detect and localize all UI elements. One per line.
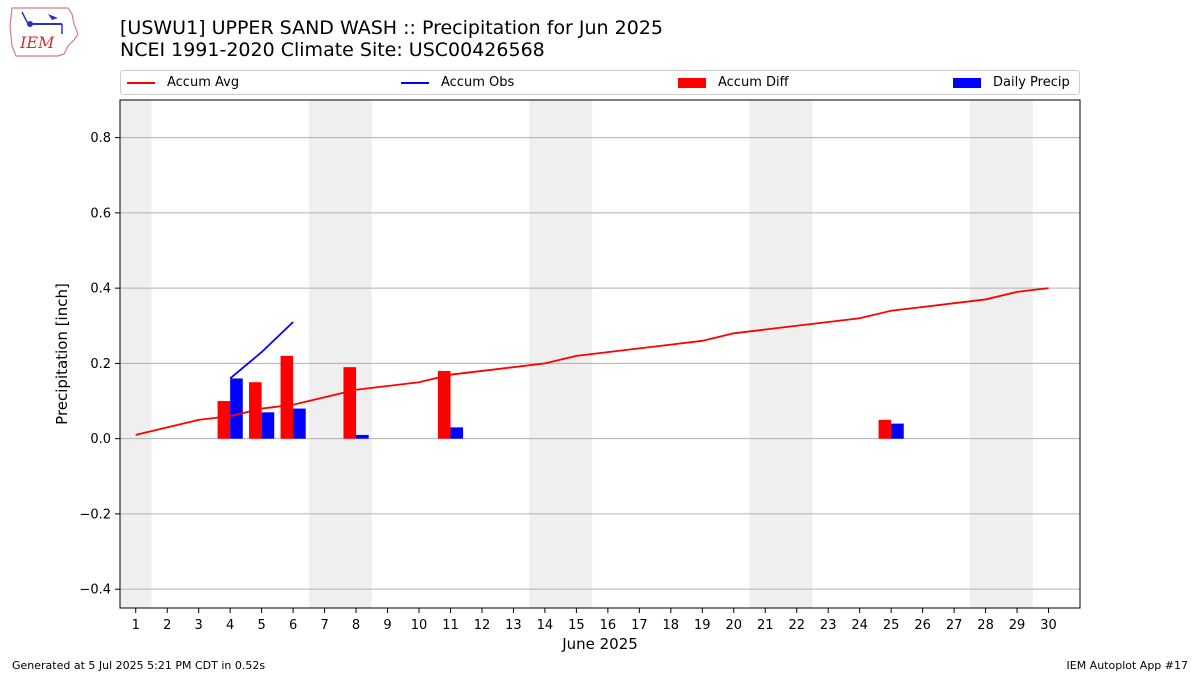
xtick-label-5: 5 xyxy=(257,618,265,633)
bar-accum-diff-day-4 xyxy=(217,401,231,439)
legend-item-accum-obs: Accum Obs xyxy=(401,71,514,94)
ytick-label-0: −0.4 xyxy=(79,583,111,598)
chart-title: [USWU1] UPPER SAND WASH :: Precipitation… xyxy=(120,17,663,39)
xtick-label-9: 9 xyxy=(383,618,391,633)
weekend-band-2 xyxy=(529,100,593,608)
logo-text: IEM xyxy=(19,33,55,52)
xtick-label-6: 6 xyxy=(289,618,297,633)
ytick-label-1: −0.2 xyxy=(79,507,111,522)
legend-label-accum-obs: Accum Obs xyxy=(441,75,515,90)
line-accum-avg xyxy=(135,287,1049,436)
footer-generated: Generated at 5 Jul 2025 5:21 PM CDT in 0… xyxy=(12,659,266,672)
xtick-label-11: 11 xyxy=(442,618,459,633)
bar-daily-precip-day-8 xyxy=(356,434,369,439)
xtick-label-18: 18 xyxy=(663,618,680,633)
bar-daily-precip-day-25 xyxy=(891,423,904,439)
bar-daily-precip-day-11 xyxy=(450,427,464,439)
weekend-band-3 xyxy=(749,100,813,608)
ytick-label-5: 0.6 xyxy=(90,206,111,221)
legend-swatch-accum-obs xyxy=(401,81,429,84)
xtick-label-15: 15 xyxy=(568,618,585,633)
x-axis-label: June 2025 xyxy=(561,635,638,653)
bar-daily-precip-day-6 xyxy=(293,408,306,439)
xtick-label-21: 21 xyxy=(757,618,774,633)
legend-swatch-daily-precip xyxy=(953,77,981,88)
ytick-label-4: 0.4 xyxy=(90,282,111,297)
y-axis-label: Precipitation [inch] xyxy=(53,283,71,425)
xtick-label-22: 22 xyxy=(788,618,805,633)
xtick-label-27: 27 xyxy=(946,618,963,633)
bar-accum-diff-day-25 xyxy=(878,419,892,439)
legend-label-accum-diff: Accum Diff xyxy=(718,75,789,90)
xtick-label-19: 19 xyxy=(694,618,711,633)
line-accum-obs xyxy=(229,321,294,380)
weekend-band-4 xyxy=(969,100,1033,608)
xtick-label-29: 29 xyxy=(1009,618,1026,633)
xtick-label-23: 23 xyxy=(820,618,837,633)
weekend-band-1 xyxy=(308,100,372,608)
xtick-label-28: 28 xyxy=(977,618,994,633)
chart-subtitle: NCEI 1991-2020 Climate Site: USC00426568 xyxy=(120,39,545,61)
legend: Accum Avg Accum Obs Accum Diff Daily Pre… xyxy=(120,70,1080,95)
xtick-label-26: 26 xyxy=(914,618,931,633)
xtick-label-25: 25 xyxy=(883,618,900,633)
legend-swatch-accum-diff xyxy=(678,77,706,88)
xtick-label-3: 3 xyxy=(195,618,203,633)
xtick-label-14: 14 xyxy=(537,618,554,633)
bar-accum-diff-day-6 xyxy=(280,355,294,439)
xtick-label-8: 8 xyxy=(352,618,360,633)
ytick-label-2: 0.0 xyxy=(90,432,111,447)
bar-accum-diff-day-11 xyxy=(437,370,451,439)
ytick-label-3: 0.2 xyxy=(90,357,111,372)
xtick-label-7: 7 xyxy=(320,618,328,633)
xtick-label-13: 13 xyxy=(505,618,522,633)
footer-app: IEM Autoplot App #17 xyxy=(1066,659,1189,672)
legend-item-accum-diff: Accum Diff xyxy=(678,71,789,94)
legend-item-daily-precip: Daily Precip xyxy=(953,71,1070,94)
weekend-band-0 xyxy=(120,100,152,608)
xtick-label-30: 30 xyxy=(1040,618,1057,633)
legend-swatch-accum-avg xyxy=(127,81,155,84)
ytick-label-6: 0.8 xyxy=(90,131,111,146)
iem-logo: IEM xyxy=(9,7,79,57)
xtick-label-20: 20 xyxy=(725,618,742,633)
plot-frame xyxy=(119,99,1081,609)
xtick-label-24: 24 xyxy=(851,618,868,633)
xtick-label-1: 1 xyxy=(132,618,140,633)
legend-label-accum-avg: Accum Avg xyxy=(167,75,240,90)
legend-item-accum-avg: Accum Avg xyxy=(127,71,239,94)
xtick-label-17: 17 xyxy=(631,618,648,633)
legend-label-daily-precip: Daily Precip xyxy=(993,75,1070,90)
xtick-label-10: 10 xyxy=(411,618,428,633)
xtick-label-16: 16 xyxy=(600,618,617,633)
xtick-label-2: 2 xyxy=(163,618,171,633)
bar-accum-diff-day-8 xyxy=(343,367,357,439)
xtick-label-12: 12 xyxy=(474,618,491,633)
bar-daily-precip-day-4 xyxy=(230,378,243,439)
bar-daily-precip-day-5 xyxy=(261,412,275,439)
xtick-label-4: 4 xyxy=(226,618,234,633)
